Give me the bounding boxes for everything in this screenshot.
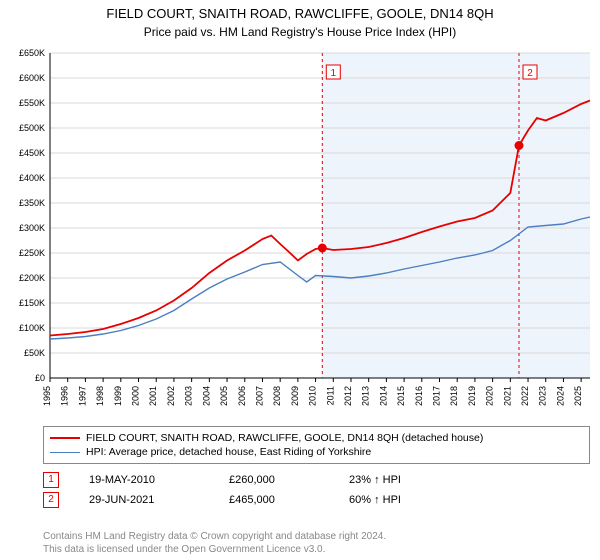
svg-text:£100K: £100K	[19, 323, 45, 333]
svg-text:£550K: £550K	[19, 98, 45, 108]
svg-text:£600K: £600K	[19, 73, 45, 83]
svg-text:2008: 2008	[272, 386, 282, 406]
sale-price-2: £465,000	[229, 494, 319, 506]
svg-text:£150K: £150K	[19, 298, 45, 308]
sale-marker-2: 2	[43, 492, 59, 508]
legend-item-property: FIELD COURT, SNAITH ROAD, RAWCLIFFE, GOO…	[50, 431, 583, 445]
svg-text:2012: 2012	[343, 386, 353, 406]
svg-text:2023: 2023	[538, 386, 548, 406]
attribution-line1: Contains HM Land Registry data © Crown c…	[43, 530, 590, 543]
sale-row-1: 1 19-MAY-2010 £260,000 23% ↑ HPI	[43, 470, 590, 490]
svg-text:£650K: £650K	[19, 48, 45, 58]
svg-text:2005: 2005	[219, 386, 229, 406]
svg-text:2002: 2002	[166, 386, 176, 406]
svg-text:2022: 2022	[520, 386, 530, 406]
chart-subtitle: Price paid vs. HM Land Registry's House …	[0, 23, 600, 39]
svg-text:£200K: £200K	[19, 273, 45, 283]
legend-swatch-property	[50, 437, 80, 439]
svg-text:£0: £0	[35, 373, 45, 383]
svg-text:2020: 2020	[485, 386, 495, 406]
svg-text:£500K: £500K	[19, 123, 45, 133]
svg-text:1998: 1998	[95, 386, 105, 406]
legend-swatch-hpi	[50, 452, 80, 453]
svg-text:£450K: £450K	[19, 148, 45, 158]
sale-delta-2: 60% ↑ HPI	[349, 494, 401, 506]
svg-text:2007: 2007	[254, 386, 264, 406]
svg-text:2003: 2003	[184, 386, 194, 406]
svg-text:2013: 2013	[361, 386, 371, 406]
legend-label-hpi: HPI: Average price, detached house, East…	[86, 446, 371, 458]
svg-text:2001: 2001	[148, 386, 158, 406]
sale-date-1: 19-MAY-2010	[89, 474, 199, 486]
svg-text:2004: 2004	[201, 386, 211, 406]
svg-text:1996: 1996	[60, 386, 70, 406]
sale-price-1: £260,000	[229, 474, 319, 486]
svg-text:2019: 2019	[467, 386, 477, 406]
svg-text:2010: 2010	[308, 386, 318, 406]
svg-text:2018: 2018	[449, 386, 459, 406]
svg-text:1997: 1997	[77, 386, 87, 406]
svg-text:2: 2	[527, 68, 533, 79]
line-chart-svg: £0 £50K £100K £150K £200K £250K £300K £350K £400…	[0, 48, 600, 418]
attribution-text: Contains HM Land Registry data © Crown c…	[43, 530, 590, 556]
sale-row-2: 2 29-JUN-2021 £465,000 60% ↑ HPI	[43, 490, 590, 510]
svg-text:2015: 2015	[396, 386, 406, 406]
legend-item-hpi: HPI: Average price, detached house, East…	[50, 445, 583, 459]
sale-date-2: 29-JUN-2021	[89, 494, 199, 506]
svg-text:£350K: £350K	[19, 198, 45, 208]
sale-delta-1: 23% ↑ HPI	[349, 474, 401, 486]
svg-text:£300K: £300K	[19, 223, 45, 233]
legend-box: FIELD COURT, SNAITH ROAD, RAWCLIFFE, GOO…	[43, 426, 590, 464]
chart-title: FIELD COURT, SNAITH ROAD, RAWCLIFFE, GOO…	[0, 0, 600, 23]
legend-label-property: FIELD COURT, SNAITH ROAD, RAWCLIFFE, GOO…	[86, 432, 483, 444]
attribution-line2: This data is licensed under the Open Gov…	[43, 543, 590, 556]
svg-text:1999: 1999	[113, 386, 123, 406]
svg-text:2014: 2014	[378, 386, 388, 406]
svg-text:2016: 2016	[414, 386, 424, 406]
svg-text:2006: 2006	[237, 386, 247, 406]
sale-marker-1: 1	[43, 472, 59, 488]
svg-text:2021: 2021	[502, 386, 512, 406]
svg-text:2011: 2011	[325, 386, 335, 405]
svg-text:1: 1	[331, 68, 337, 79]
sales-table: 1 19-MAY-2010 £260,000 23% ↑ HPI 2 29-JU…	[43, 470, 590, 510]
svg-text:2024: 2024	[555, 386, 565, 406]
chart-area: £0 £50K £100K £150K £200K £250K £300K £350K £400…	[0, 48, 600, 418]
svg-text:2009: 2009	[290, 386, 300, 406]
svg-text:2017: 2017	[432, 386, 442, 406]
svg-text:1995: 1995	[42, 386, 52, 406]
svg-text:2025: 2025	[573, 386, 583, 406]
svg-text:£250K: £250K	[19, 248, 45, 258]
svg-text:£50K: £50K	[24, 348, 45, 358]
svg-text:2000: 2000	[131, 386, 141, 406]
svg-text:£400K: £400K	[19, 173, 45, 183]
